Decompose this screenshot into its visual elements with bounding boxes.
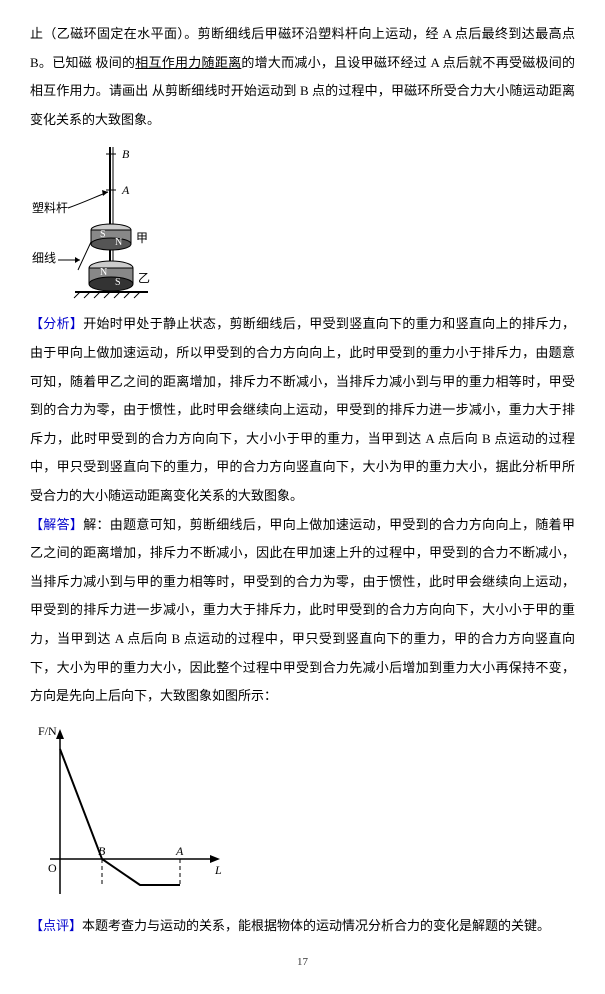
x-axis-label: L <box>214 863 222 877</box>
label-b: B <box>122 147 130 161</box>
x-tick-b: B <box>98 844 106 858</box>
solution-paragraph: 【解答】解：由题意可知，剪断细线后，甲向上做加速运动，甲受到的合力方向向上，随着… <box>30 511 575 711</box>
label-thread: 细线 <box>32 251 56 265</box>
analysis-paragraph: 【分析】开始时甲处于静止状态，剪断细线后，甲受到竖直向下的重力和竖直向上的排斥力… <box>30 310 575 510</box>
label-rod: 塑料杆 <box>32 200 68 215</box>
page-number: 17 <box>30 950 575 974</box>
solution-label: 【解答】 <box>30 517 83 532</box>
label-n1: N <box>115 237 122 248</box>
intro-line2a: 极间的 <box>95 55 135 70</box>
problem-text: 止（乙磁环固定在水平面）。剪断细线后甲磁环沿塑料杆向上运动，经 A 点后最终到达… <box>30 20 575 134</box>
label-s2: S <box>115 277 121 288</box>
intro-line2-underline: 相互作用力随距离 <box>135 55 241 70</box>
label-s1: S <box>100 229 106 240</box>
y-axis-label: F/N <box>38 724 57 738</box>
label-n2: N <box>100 267 107 278</box>
comment-label: 【点评】 <box>30 918 82 933</box>
label-a: A <box>121 183 130 197</box>
force-graph: F/N L O B A <box>30 719 575 904</box>
apparatus-diagram: B A 塑料杆 S N 甲 细线 N S 乙 <box>30 142 575 302</box>
origin-label: O <box>48 861 57 875</box>
comment-text: 本题考查力与运动的关系，能根据物体的运动情况分析合力的变化是解题的关键。 <box>82 918 550 933</box>
label-yi: 乙 <box>138 271 150 285</box>
analysis-text: 开始时甲处于静止状态，剪断细线后，甲受到竖直向下的重力和竖直向上的排斥力，由于甲… <box>30 316 575 503</box>
x-tick-a: A <box>175 844 184 858</box>
solution-text: 解：由题意可知，剪断细线后，甲向上做加速运动，甲受到的合力方向向上，随着甲乙之间… <box>30 517 575 704</box>
comment-paragraph: 【点评】本题考查力与运动的关系，能根据物体的运动情况分析合力的变化是解题的关键。 <box>30 912 575 941</box>
analysis-label: 【分析】 <box>30 316 83 331</box>
label-jia: 甲 <box>136 231 148 245</box>
